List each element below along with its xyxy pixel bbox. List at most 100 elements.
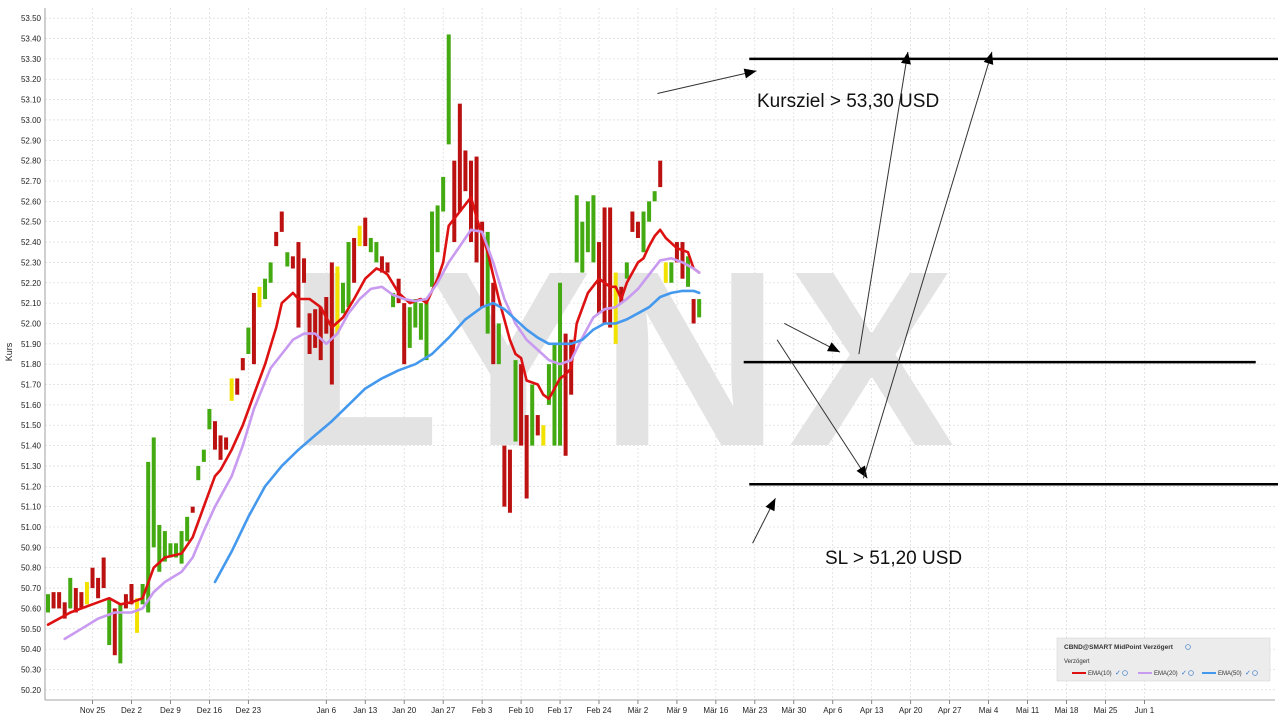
price-bar <box>513 360 518 442</box>
legend-item-label: EMA(50) <box>1218 671 1242 677</box>
y-tick-label: 50.30 <box>21 665 42 674</box>
y-tick-label: 50.50 <box>21 625 42 634</box>
price-bar <box>151 437 156 548</box>
y-tick-label: 52.80 <box>21 157 42 166</box>
x-tick-label: Mai 4 <box>979 706 999 715</box>
price-bar <box>697 299 702 318</box>
price-bar <box>407 307 412 348</box>
x-tick-label: Mär 16 <box>703 706 728 715</box>
price-bar <box>379 256 384 273</box>
price-bar <box>101 557 106 589</box>
price-bar <box>647 201 652 222</box>
x-tick-label: Dez 9 <box>160 706 181 715</box>
target-arrow-head <box>743 68 757 79</box>
x-tick-label: Apr 20 <box>899 706 923 715</box>
watermark-text: LYNX <box>287 219 963 498</box>
price-bar <box>418 303 423 340</box>
price-bar <box>235 378 240 395</box>
level-lines-layer <box>743 57 1278 486</box>
price-bar <box>619 286 624 304</box>
y-tick-label: 53.10 <box>21 96 42 105</box>
price-bar <box>290 256 295 269</box>
legend-settings-icon <box>1188 670 1194 676</box>
x-tick-label: Jan 6 <box>316 706 336 715</box>
price-bar <box>146 461 151 613</box>
y-tick-label: 53.30 <box>21 55 42 64</box>
x-tick-label: Mai 25 <box>1093 706 1118 715</box>
price-bar <box>391 292 396 308</box>
price-bar <box>441 176 446 212</box>
price-bar <box>519 364 524 446</box>
x-tick-label: Jan 27 <box>431 706 456 715</box>
y-tick-label: 52.30 <box>21 258 42 267</box>
price-bar <box>340 282 345 314</box>
price-bar <box>51 592 56 609</box>
up-arrow-left-head <box>901 51 911 65</box>
up-arrow-right-shaft <box>862 51 993 479</box>
y-tick-label: 51.10 <box>21 503 42 512</box>
price-bar <box>635 221 640 238</box>
x-tick-label: Mär 9 <box>667 706 688 715</box>
price-bar <box>541 425 546 446</box>
price-bar <box>435 205 440 253</box>
price-bar <box>674 242 679 263</box>
y-axis-title: Kurs <box>4 342 14 361</box>
price-bar <box>57 592 62 609</box>
price-bar <box>46 594 50 613</box>
legend-check-icon: ✓ <box>1245 670 1251 677</box>
y-tick-label: 51.50 <box>21 421 42 430</box>
price-bar <box>624 262 629 279</box>
price-bar <box>363 217 368 247</box>
price-bar <box>257 286 262 308</box>
price-bar <box>118 604 123 664</box>
arrows-layer <box>657 51 994 544</box>
price-bar <box>285 252 290 267</box>
price-bar <box>129 583 134 605</box>
price-bar <box>107 598 112 646</box>
x-tick-label: Mär 2 <box>628 706 649 715</box>
target-arrow-shaft <box>657 70 757 94</box>
axis-layer: 50.20 50.30 50.40 50.50 50.60 50.70 50.80 50.90… <box>4 8 1275 715</box>
y-tick-label: 50.90 <box>21 543 42 552</box>
price-bar <box>652 191 657 202</box>
price-bar <box>485 231 490 334</box>
x-tick-label: Nov 25 <box>80 706 106 715</box>
price-bar <box>240 358 245 371</box>
price-bar <box>207 408 212 430</box>
price-bar <box>212 421 217 450</box>
x-tick-label: Apr 13 <box>860 706 884 715</box>
price-bar <box>641 211 646 253</box>
price-bar <box>179 531 184 564</box>
x-tick-label: Feb 24 <box>587 706 612 715</box>
price-bar <box>608 207 613 328</box>
price-bar <box>552 343 557 446</box>
price-bar <box>507 449 512 513</box>
price-bar <box>530 384 535 446</box>
price-bar <box>413 299 418 328</box>
price-bar <box>430 211 435 287</box>
x-tick-label: Jan 20 <box>392 706 417 715</box>
y-tick-label: 50.80 <box>21 564 42 573</box>
price-bar <box>663 262 668 283</box>
x-tick-label: Feb 3 <box>472 706 493 715</box>
price-bar <box>580 221 585 273</box>
price-bar <box>691 299 696 324</box>
price-bar <box>135 598 140 633</box>
price-bar <box>302 258 307 283</box>
y-tick-label: 51.20 <box>21 482 42 491</box>
x-tick-label: Mai 11 <box>1016 706 1040 715</box>
legend-panel: CBND@SMART MidPoint Verzögert Verzögert EM… <box>1056 637 1271 682</box>
x-tick-label: Apr 6 <box>823 706 843 715</box>
price-bar <box>140 583 145 605</box>
y-tick-label: 53.00 <box>21 116 42 125</box>
y-tick-label: 52.70 <box>21 177 42 186</box>
price-bar <box>535 415 540 436</box>
y-tick-label: 53.20 <box>21 75 42 84</box>
legend-settings-icon <box>1252 670 1258 676</box>
y-tick-label: 51.70 <box>21 381 42 390</box>
price-bar <box>73 588 78 613</box>
ema-line <box>213 289 701 584</box>
down-arrow-lower-shaft <box>776 339 868 479</box>
y-tick-label: 52.50 <box>21 218 42 227</box>
